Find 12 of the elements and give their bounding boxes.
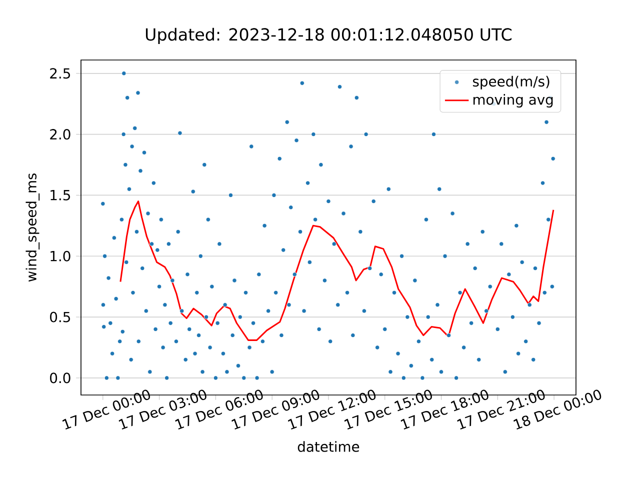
y-tick-label: 2.5 (50, 68, 70, 79)
y-tick-label: 0.0 (50, 372, 70, 384)
y-tick-label: 0.5 (50, 312, 70, 322)
legend-label: moving avg (473, 94, 553, 108)
y-tick-label: 2.0 (50, 129, 70, 140)
legend-label: speed(m/s) (472, 76, 550, 90)
x-axis-title: datetime (298, 441, 360, 452)
chart-title: Updated: 2023-12-18 00:01:12.048050 UTC (146, 28, 512, 44)
y-tick-label: 1.0 (50, 250, 70, 262)
y-tick-label: 1.5 (50, 190, 70, 200)
y-axis-title: wind_speed_ms (26, 173, 40, 282)
line-series (120, 200, 554, 341)
